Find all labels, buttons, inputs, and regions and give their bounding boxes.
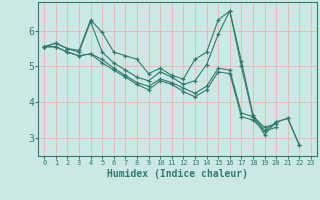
- X-axis label: Humidex (Indice chaleur): Humidex (Indice chaleur): [107, 169, 248, 179]
